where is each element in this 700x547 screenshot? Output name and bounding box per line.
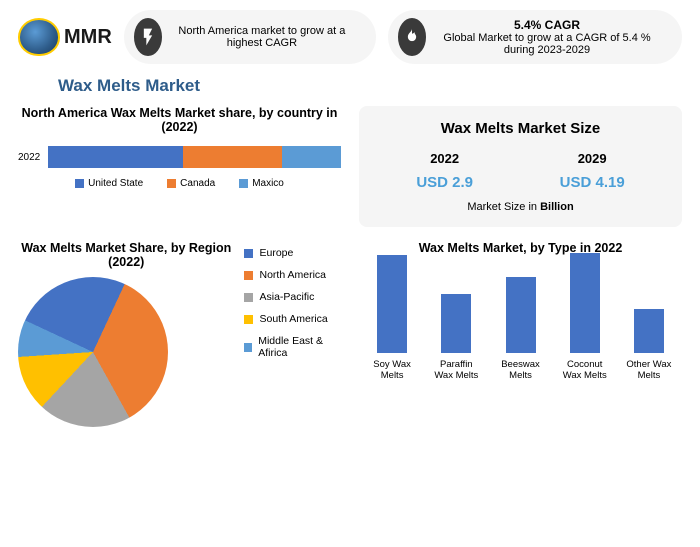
legend-item: Europe: [244, 247, 341, 259]
bar-rect: [506, 277, 536, 353]
size-year-1: 2029: [560, 151, 625, 166]
stacked-bar: [48, 146, 341, 168]
bar-col: Coconut Wax Melts: [560, 253, 610, 383]
legend-swatch: [244, 343, 252, 352]
flame-icon: [398, 18, 426, 56]
pill1-text: North America market to grow at a highes…: [172, 25, 351, 49]
stacked-seg: [282, 146, 341, 168]
legend-item: North America: [244, 269, 341, 281]
pie-chart-title: Wax Melts Market Share, by Region (2022): [18, 241, 234, 269]
pie-legend: Europe North America Asia-Pacific South Ame…: [244, 247, 341, 427]
stacked-bar-wrap: 2022 United State Canada Maxico: [18, 142, 341, 197]
legend-item: Canada: [167, 178, 215, 189]
pill2-title: 5.4% CAGR: [436, 18, 658, 32]
size-col-0: 2022 USD 2.9: [416, 151, 473, 191]
bar-col: Other Wax Melts: [624, 309, 674, 383]
bar-chart-title: Wax Melts Market, by Type in 2022: [359, 241, 682, 255]
infographic-root: MMR North America market to grow at a hi…: [0, 0, 700, 547]
stacked-seg: [48, 146, 183, 168]
bars: Soy Wax Melts Paraffin Wax Melts Beeswax M…: [359, 273, 682, 383]
size-footer: Market Size in Billion: [373, 201, 668, 213]
pie-chart-col: Wax Melts Market Share, by Region (2022): [18, 241, 234, 427]
stacked-bar-year: 2022: [18, 152, 40, 163]
legend-swatch: [75, 179, 84, 188]
size-footer-bold: Billion: [540, 201, 574, 213]
legend-item: Middle East & Afirica: [244, 335, 341, 359]
stacked-bar-row: 2022: [18, 146, 341, 168]
size-card: Wax Melts Market Size 2022 USD 2.9 2029 …: [359, 106, 682, 227]
size-col-1: 2029 USD 4.19: [560, 151, 625, 191]
stacked-chart-title: North America Wax Melts Market share, by…: [18, 106, 341, 134]
highlight-pill-na: North America market to grow at a highes…: [124, 10, 376, 64]
size-card-years: 2022 USD 2.9 2029 USD 4.19: [373, 151, 668, 191]
main-title: Wax Melts Market: [58, 76, 682, 96]
highlight-pill-cagr: 5.4% CAGR Global Market to grow at a CAG…: [388, 10, 682, 64]
legend-swatch: [244, 271, 253, 280]
pie-chart-area: Wax Melts Market Share, by Region (2022)…: [18, 241, 341, 427]
stacked-legend: United State Canada Maxico: [18, 178, 341, 189]
pie-chart: [18, 277, 168, 427]
legend-item: Maxico: [239, 178, 284, 189]
bar-label: Soy Wax Melts: [367, 359, 417, 383]
logo-text: MMR: [64, 26, 112, 49]
legend-item: South America: [244, 313, 341, 325]
bar-label: Other Wax Melts: [624, 359, 674, 383]
bar-chart-area: Wax Melts Market, by Type in 2022 Soy Wa…: [359, 241, 682, 427]
legend-swatch: [239, 179, 248, 188]
legend-item: United State: [75, 178, 143, 189]
bar-label: Coconut Wax Melts: [560, 359, 610, 383]
row-two: North America Wax Melts Market share, by…: [18, 106, 682, 227]
globe-icon: [18, 18, 60, 56]
bar-label: Beeswax Melts: [495, 359, 545, 383]
bar-rect: [441, 294, 471, 353]
bar-label: Paraffin Wax Melts: [431, 359, 481, 383]
bar-col: Beeswax Melts: [495, 277, 545, 383]
legend-swatch: [167, 179, 176, 188]
bar-col: Soy Wax Melts: [367, 255, 417, 383]
stacked-chart: North America Wax Melts Market share, by…: [18, 106, 341, 227]
bar-rect: [570, 253, 600, 353]
size-card-title: Wax Melts Market Size: [373, 120, 668, 137]
bar-rect: [377, 255, 407, 353]
size-value-0: USD 2.9: [416, 174, 473, 191]
stacked-seg: [183, 146, 283, 168]
bar-rect: [634, 309, 664, 353]
pill2-text: 5.4% CAGR Global Market to grow at a CAG…: [436, 18, 658, 56]
row-three: Wax Melts Market Share, by Region (2022)…: [18, 241, 682, 427]
legend-swatch: [244, 293, 253, 302]
legend-item: Asia-Pacific: [244, 291, 341, 303]
size-year-0: 2022: [416, 151, 473, 166]
logo: MMR: [18, 18, 112, 56]
size-value-1: USD 4.19: [560, 174, 625, 191]
bar-col: Paraffin Wax Melts: [431, 294, 481, 383]
pill2-body: Global Market to grow at a CAGR of 5.4 %…: [436, 32, 658, 56]
legend-swatch: [244, 249, 253, 258]
legend-swatch: [244, 315, 253, 324]
bolt-icon: [134, 18, 162, 56]
size-footer-plain: Market Size in: [467, 201, 540, 213]
header-row: MMR North America market to grow at a hi…: [18, 10, 682, 64]
